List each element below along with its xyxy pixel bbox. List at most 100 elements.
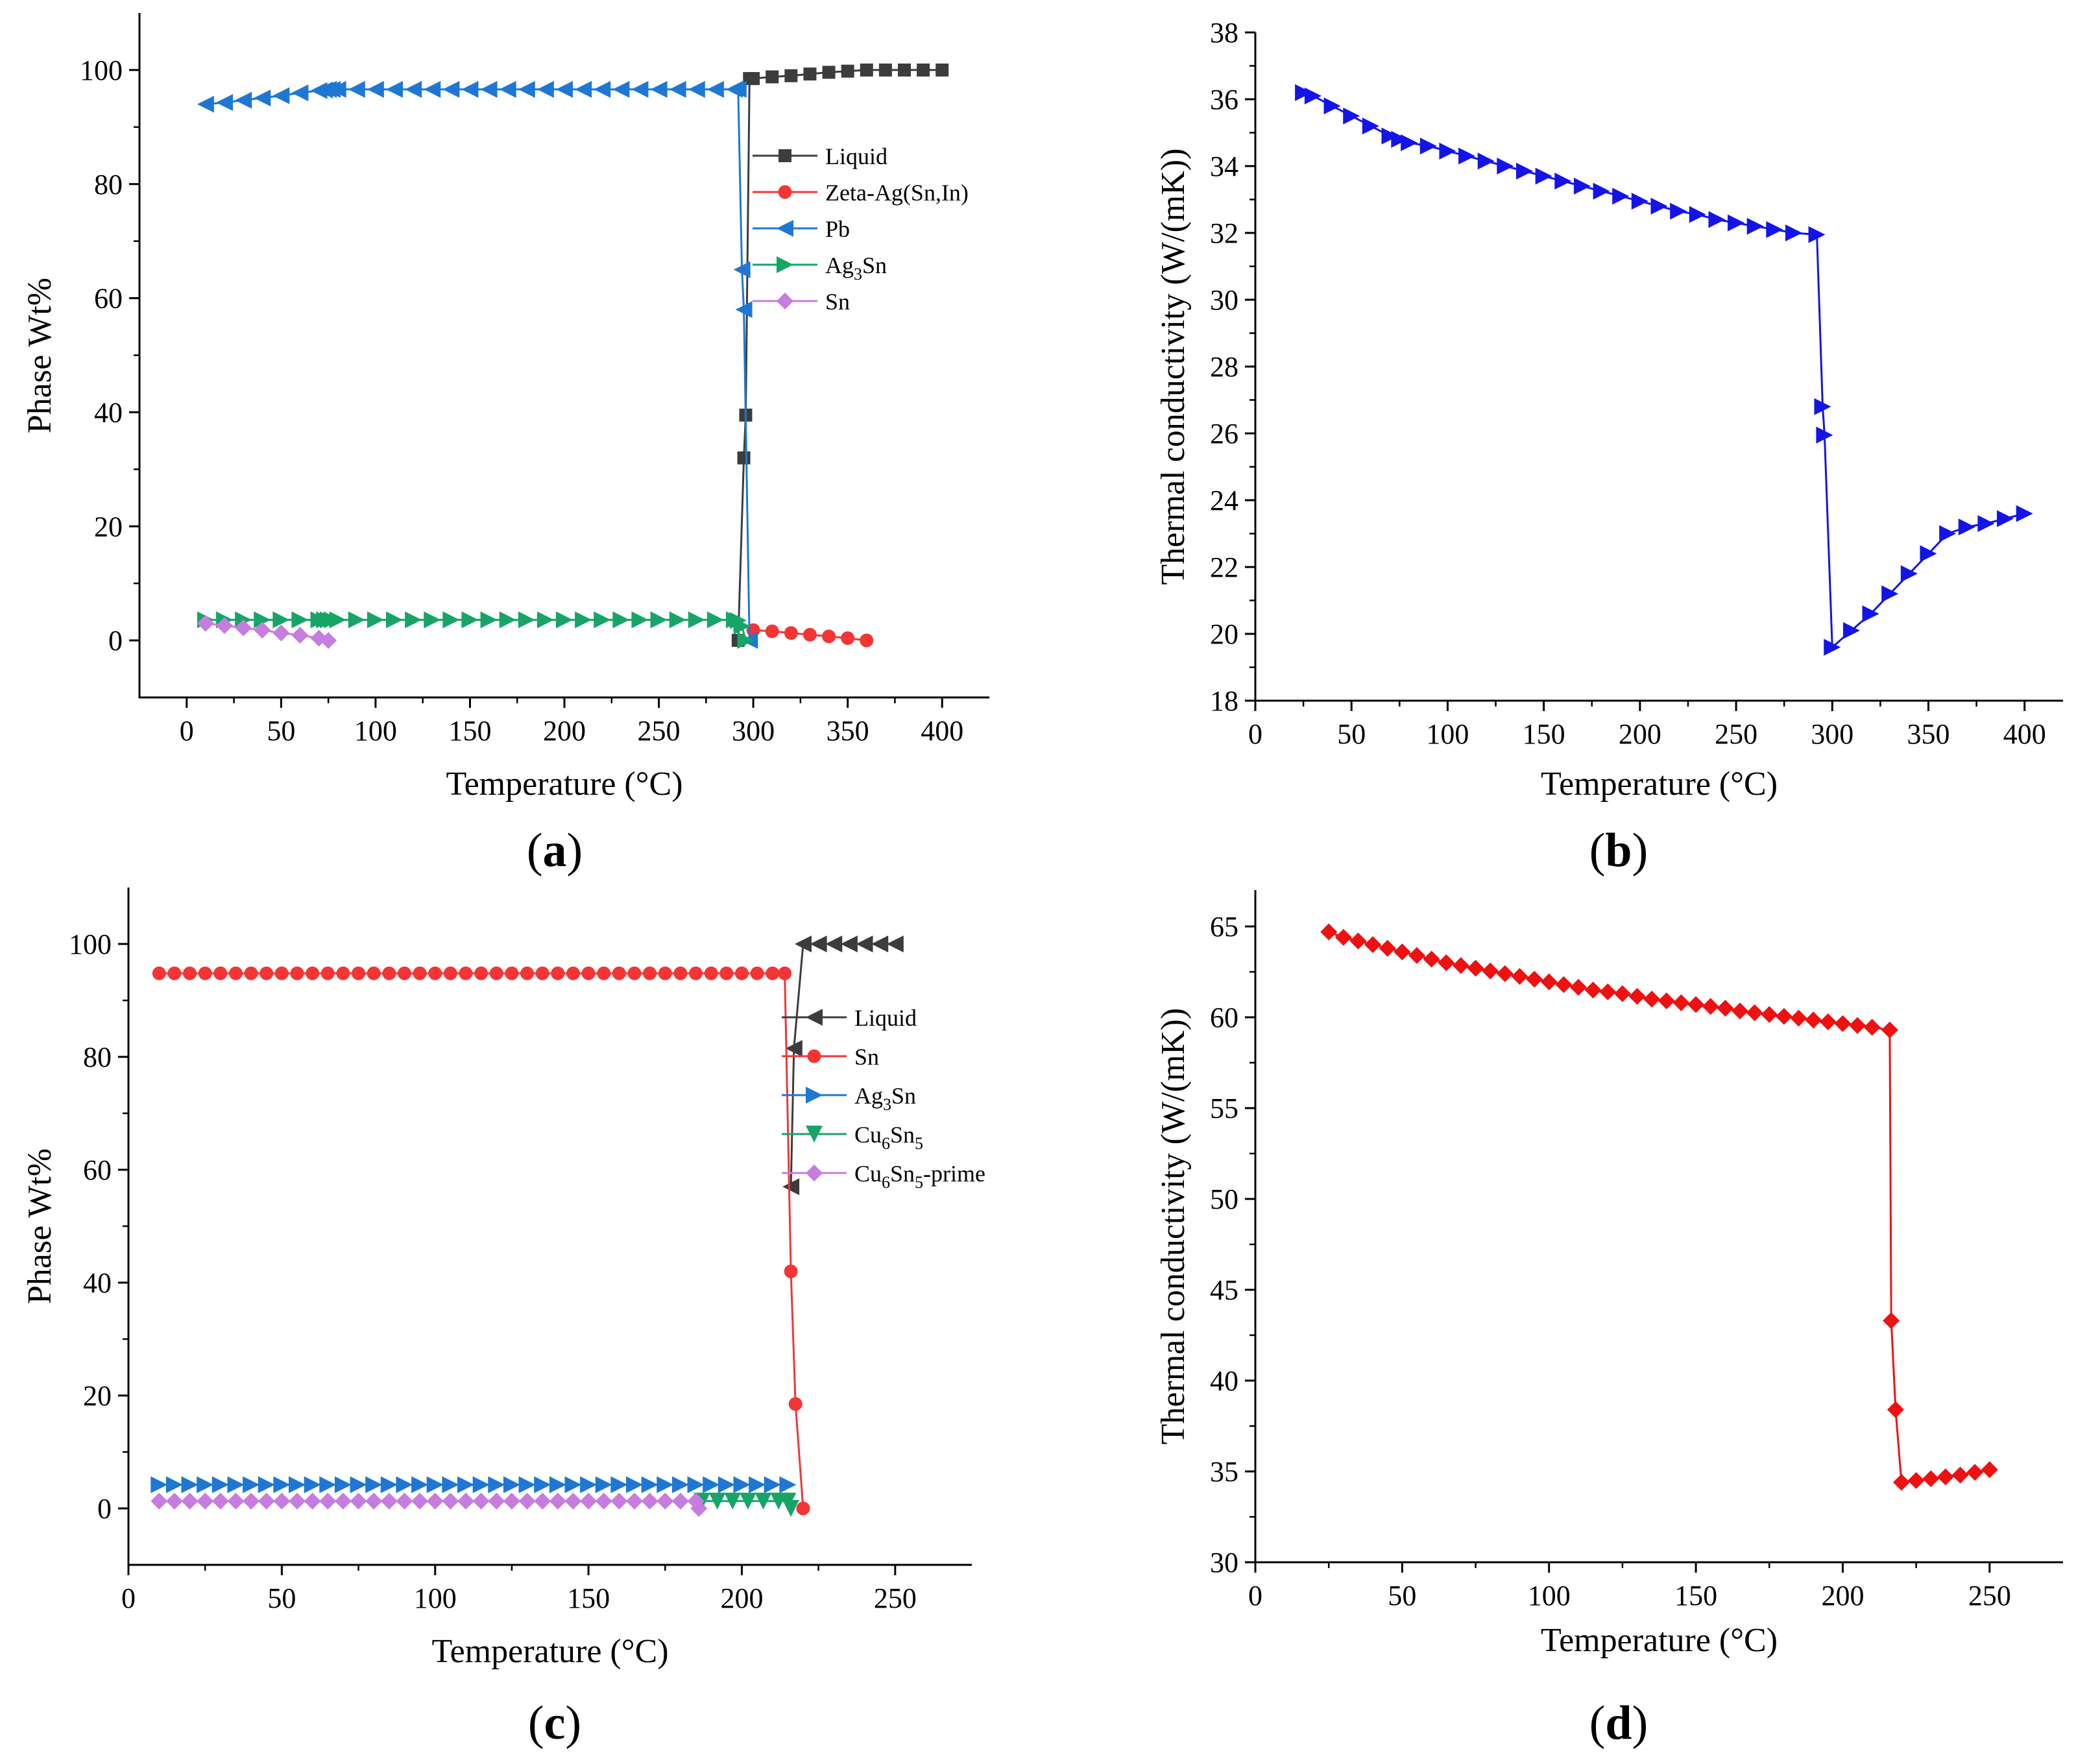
data-point bbox=[734, 966, 749, 980]
data-point bbox=[472, 1476, 490, 1493]
data-point bbox=[1555, 976, 1573, 993]
data-point bbox=[518, 80, 535, 98]
data-point bbox=[822, 629, 836, 644]
data-point bbox=[329, 611, 346, 629]
x-tick-label: 100 bbox=[354, 715, 397, 747]
data-point bbox=[1613, 985, 1631, 1002]
data-point bbox=[254, 622, 271, 639]
data-point bbox=[810, 936, 827, 952]
legend-label: Liquid bbox=[854, 1005, 917, 1031]
y-tick-label: 32 bbox=[1210, 217, 1238, 249]
data-point bbox=[244, 966, 258, 980]
x-tick-label: 250 bbox=[874, 1582, 917, 1614]
data-point bbox=[1883, 1312, 1900, 1329]
legend-label: Ag3Sn bbox=[854, 1083, 916, 1114]
series-liquid bbox=[731, 63, 949, 647]
data-point bbox=[289, 1492, 306, 1510]
x-tick-label: 200 bbox=[1619, 718, 1661, 750]
data-point bbox=[537, 611, 554, 629]
data-point bbox=[213, 966, 228, 980]
data-point bbox=[626, 1492, 643, 1510]
x-tick-label: 50 bbox=[267, 1582, 296, 1614]
data-point bbox=[766, 966, 780, 980]
y-tick-label: 40 bbox=[83, 1267, 112, 1299]
y-tick-label: 18 bbox=[1210, 685, 1238, 717]
data-point bbox=[459, 966, 473, 980]
data-point bbox=[457, 1492, 474, 1510]
data-point bbox=[782, 1178, 800, 1196]
data-point bbox=[1612, 187, 1630, 205]
x-tick-label: 250 bbox=[1968, 1580, 2011, 1612]
data-point bbox=[1900, 565, 1918, 583]
series-thermal-conductivity bbox=[1320, 923, 1998, 1491]
data-point bbox=[518, 1476, 536, 1493]
data-point bbox=[442, 80, 460, 98]
data-point bbox=[152, 966, 166, 980]
legend-marker bbox=[778, 149, 791, 162]
data-point bbox=[886, 936, 904, 952]
legend-marker bbox=[807, 1049, 821, 1063]
panel-label-b-letter: b bbox=[1605, 824, 1632, 877]
y-tick-label: 36 bbox=[1210, 84, 1238, 115]
panel-label-c: (c) bbox=[528, 1697, 581, 1750]
data-point bbox=[1650, 197, 1668, 215]
data-point bbox=[1785, 224, 1802, 241]
data-point bbox=[1438, 954, 1455, 971]
data-point bbox=[1717, 1000, 1734, 1017]
data-point bbox=[291, 627, 309, 644]
data-point bbox=[733, 1476, 751, 1493]
x-tick-label: 100 bbox=[1528, 1580, 1571, 1612]
data-point bbox=[1670, 202, 1687, 220]
data-point bbox=[778, 966, 792, 980]
x-tick-label: 400 bbox=[921, 715, 963, 747]
data-point bbox=[549, 1476, 566, 1493]
data-point bbox=[689, 966, 703, 980]
data-point bbox=[1401, 134, 1418, 151]
data-point bbox=[1452, 957, 1469, 974]
data-point bbox=[733, 261, 751, 278]
data-point bbox=[1824, 638, 1841, 656]
data-point bbox=[1814, 398, 1831, 415]
data-point bbox=[165, 1476, 183, 1493]
legend-marker bbox=[806, 1126, 823, 1142]
legend-label-part: 6 bbox=[882, 1134, 890, 1153]
y-tick-label: 0 bbox=[97, 1493, 112, 1525]
y-tick-label: 40 bbox=[1210, 1365, 1238, 1397]
legend-label-part: Ag bbox=[854, 1083, 883, 1109]
data-point bbox=[197, 1476, 214, 1493]
data-point bbox=[575, 80, 592, 98]
data-point bbox=[1842, 622, 1860, 639]
legend-label-part: Cu bbox=[854, 1122, 882, 1148]
data-point bbox=[737, 451, 751, 465]
data-point bbox=[198, 966, 212, 980]
data-point bbox=[747, 72, 760, 86]
data-point bbox=[181, 1492, 199, 1510]
data-point bbox=[1687, 996, 1705, 1013]
data-point bbox=[704, 966, 718, 980]
x-tick-label: 150 bbox=[567, 1582, 610, 1614]
data-point bbox=[320, 966, 335, 980]
data-point bbox=[291, 84, 309, 102]
y-tick-label: 100 bbox=[80, 54, 123, 86]
data-point bbox=[724, 1492, 742, 1510]
data-point bbox=[1535, 167, 1552, 185]
data-point bbox=[457, 1476, 474, 1493]
data-point bbox=[1362, 117, 1379, 135]
data-point bbox=[917, 63, 930, 77]
data-point bbox=[290, 966, 304, 980]
legend-label-part: Liquid bbox=[825, 143, 887, 169]
data-point bbox=[411, 1476, 429, 1493]
data-point bbox=[243, 1476, 260, 1493]
y-tick-label: 80 bbox=[83, 1041, 112, 1073]
x-tick-label: 250 bbox=[638, 715, 681, 747]
data-point bbox=[1497, 158, 1514, 175]
series-pb bbox=[197, 80, 758, 649]
data-point bbox=[329, 80, 346, 98]
data-point bbox=[405, 80, 422, 98]
data-point bbox=[549, 1492, 566, 1510]
chart-a: 0 50 100 150 200 250 300 350 400 0 20 40 60 80 100 Temp… bbox=[21, 13, 989, 803]
data-point bbox=[610, 1476, 628, 1493]
data-point bbox=[442, 611, 460, 629]
legend-label: Sn bbox=[825, 289, 850, 315]
